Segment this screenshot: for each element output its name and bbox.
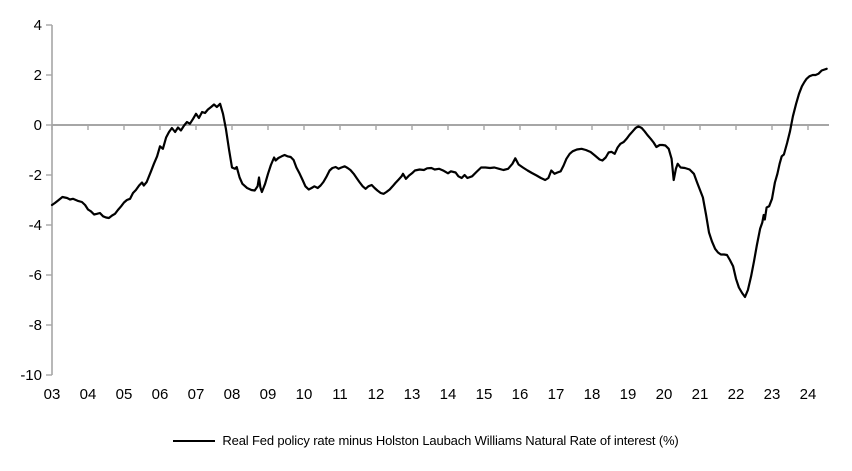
x-tick-label: 08: [224, 386, 241, 403]
x-tick-label: 23: [764, 386, 781, 403]
x-tick-label: 21: [692, 386, 709, 403]
x-tick-label: 07: [188, 386, 205, 403]
y-tick-label: -2: [29, 167, 42, 184]
x-tick-label: 18: [584, 386, 601, 403]
x-tick-label: 10: [296, 386, 313, 403]
y-tick-label: -6: [29, 267, 42, 284]
x-tick-label: 11: [332, 386, 348, 403]
x-tick-label: 04: [80, 386, 97, 403]
x-tick-label: 12: [368, 386, 385, 403]
x-tick-label: 20: [656, 386, 673, 403]
data-series-line: [50, 67, 828, 299]
y-tick-label: 4: [34, 17, 42, 34]
legend-line-swatch: [173, 439, 216, 442]
x-tick-label: 16: [512, 386, 529, 403]
x-tick-label: 03: [44, 386, 61, 403]
y-tick-label: -4: [29, 217, 42, 234]
x-tick-label: 19: [620, 386, 637, 403]
legend-label: Real Fed policy rate minus Holston Lauba…: [222, 433, 679, 448]
x-tick-label: 13: [404, 386, 421, 403]
x-tick-label: 17: [548, 386, 565, 403]
y-tick-label: 0: [34, 117, 42, 134]
legend: Real Fed policy rate minus Holston Lauba…: [0, 433, 852, 448]
y-tick-label: 2: [34, 67, 42, 84]
x-tick-label: 15: [476, 386, 493, 403]
x-tick-label: 06: [152, 386, 169, 403]
y-tick-label: -10: [20, 367, 42, 384]
x-tick-label: 14: [440, 386, 457, 403]
x-tick-label: 05: [116, 386, 133, 403]
y-tick-label: -8: [29, 317, 42, 334]
x-tick-label: 24: [800, 386, 817, 403]
x-tick-label: 22: [728, 386, 745, 403]
x-tick-label: 09: [260, 386, 277, 403]
